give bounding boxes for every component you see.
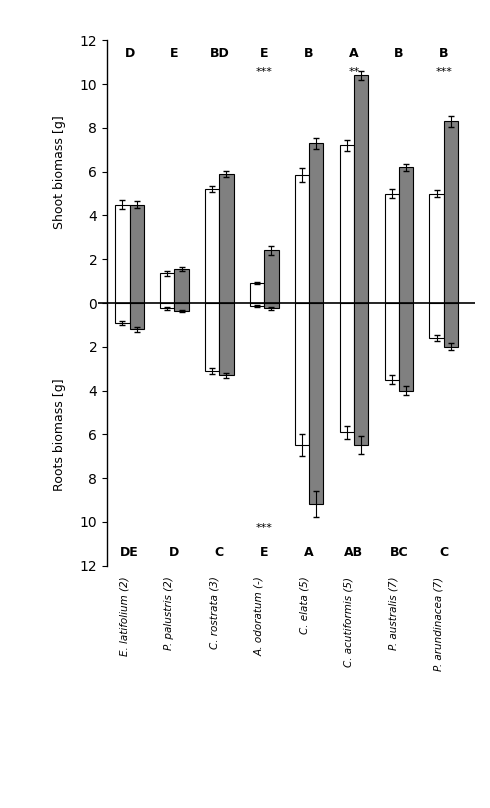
Text: ***: *** [256, 67, 272, 77]
Bar [205, 303, 220, 371]
Text: E: E [170, 47, 179, 60]
Text: Shoot biomass [g]: Shoot biomass [g] [53, 115, 67, 229]
Text: AB: AB [344, 546, 364, 559]
Bar [294, 175, 309, 303]
Bar [399, 167, 413, 303]
Bar [385, 194, 399, 303]
Text: C. elata (5): C. elata (5) [299, 577, 309, 634]
Text: C. acutiformis (5): C. acutiformis (5) [344, 577, 354, 667]
Bar [129, 204, 144, 303]
Bar [399, 303, 413, 390]
Text: D: D [124, 47, 135, 60]
Text: Roots biomass [g]: Roots biomass [g] [53, 378, 67, 490]
Text: P. arundinacea (7): P. arundinacea (7) [434, 577, 444, 671]
Text: DE: DE [120, 546, 139, 559]
Text: E: E [260, 546, 269, 559]
Text: C: C [439, 546, 448, 559]
Text: **: ** [348, 67, 360, 77]
Bar [444, 121, 458, 303]
Bar [160, 303, 174, 309]
Text: B: B [304, 47, 314, 60]
Bar [115, 204, 129, 303]
Text: BD: BD [209, 47, 229, 60]
Bar [354, 303, 368, 445]
Bar [429, 194, 444, 303]
Text: B: B [439, 47, 448, 60]
Bar [205, 189, 220, 303]
Bar [264, 303, 279, 309]
Bar [309, 303, 323, 504]
Text: C: C [215, 546, 224, 559]
Bar [385, 303, 399, 380]
Text: E: E [260, 47, 269, 60]
Bar [160, 273, 174, 303]
Text: A: A [304, 546, 314, 559]
Bar [264, 250, 279, 303]
Text: P. palustris (2): P. palustris (2) [165, 577, 174, 650]
Bar [220, 303, 234, 375]
Bar [354, 75, 368, 303]
Text: B: B [394, 47, 404, 60]
Bar [429, 303, 444, 338]
Bar [294, 303, 309, 445]
Bar [174, 269, 189, 303]
Bar [129, 303, 144, 330]
Text: D: D [169, 546, 179, 559]
Bar [340, 145, 354, 303]
Bar [174, 303, 189, 310]
Bar [309, 143, 323, 303]
Text: A. odoratum (-): A. odoratum (-) [254, 577, 264, 656]
Text: E. latifolium (2): E. latifolium (2) [120, 577, 129, 656]
Bar [444, 303, 458, 347]
Text: C. rostrata (3): C. rostrata (3) [209, 577, 220, 650]
Bar [220, 174, 234, 303]
Bar [250, 303, 264, 306]
Bar [250, 284, 264, 303]
Text: A: A [349, 47, 359, 60]
Bar [340, 303, 354, 432]
Bar [115, 303, 129, 322]
Text: P. australis (7): P. australis (7) [389, 577, 399, 650]
Text: ***: *** [256, 523, 272, 532]
Text: BC: BC [390, 546, 408, 559]
Text: ***: *** [435, 67, 452, 77]
